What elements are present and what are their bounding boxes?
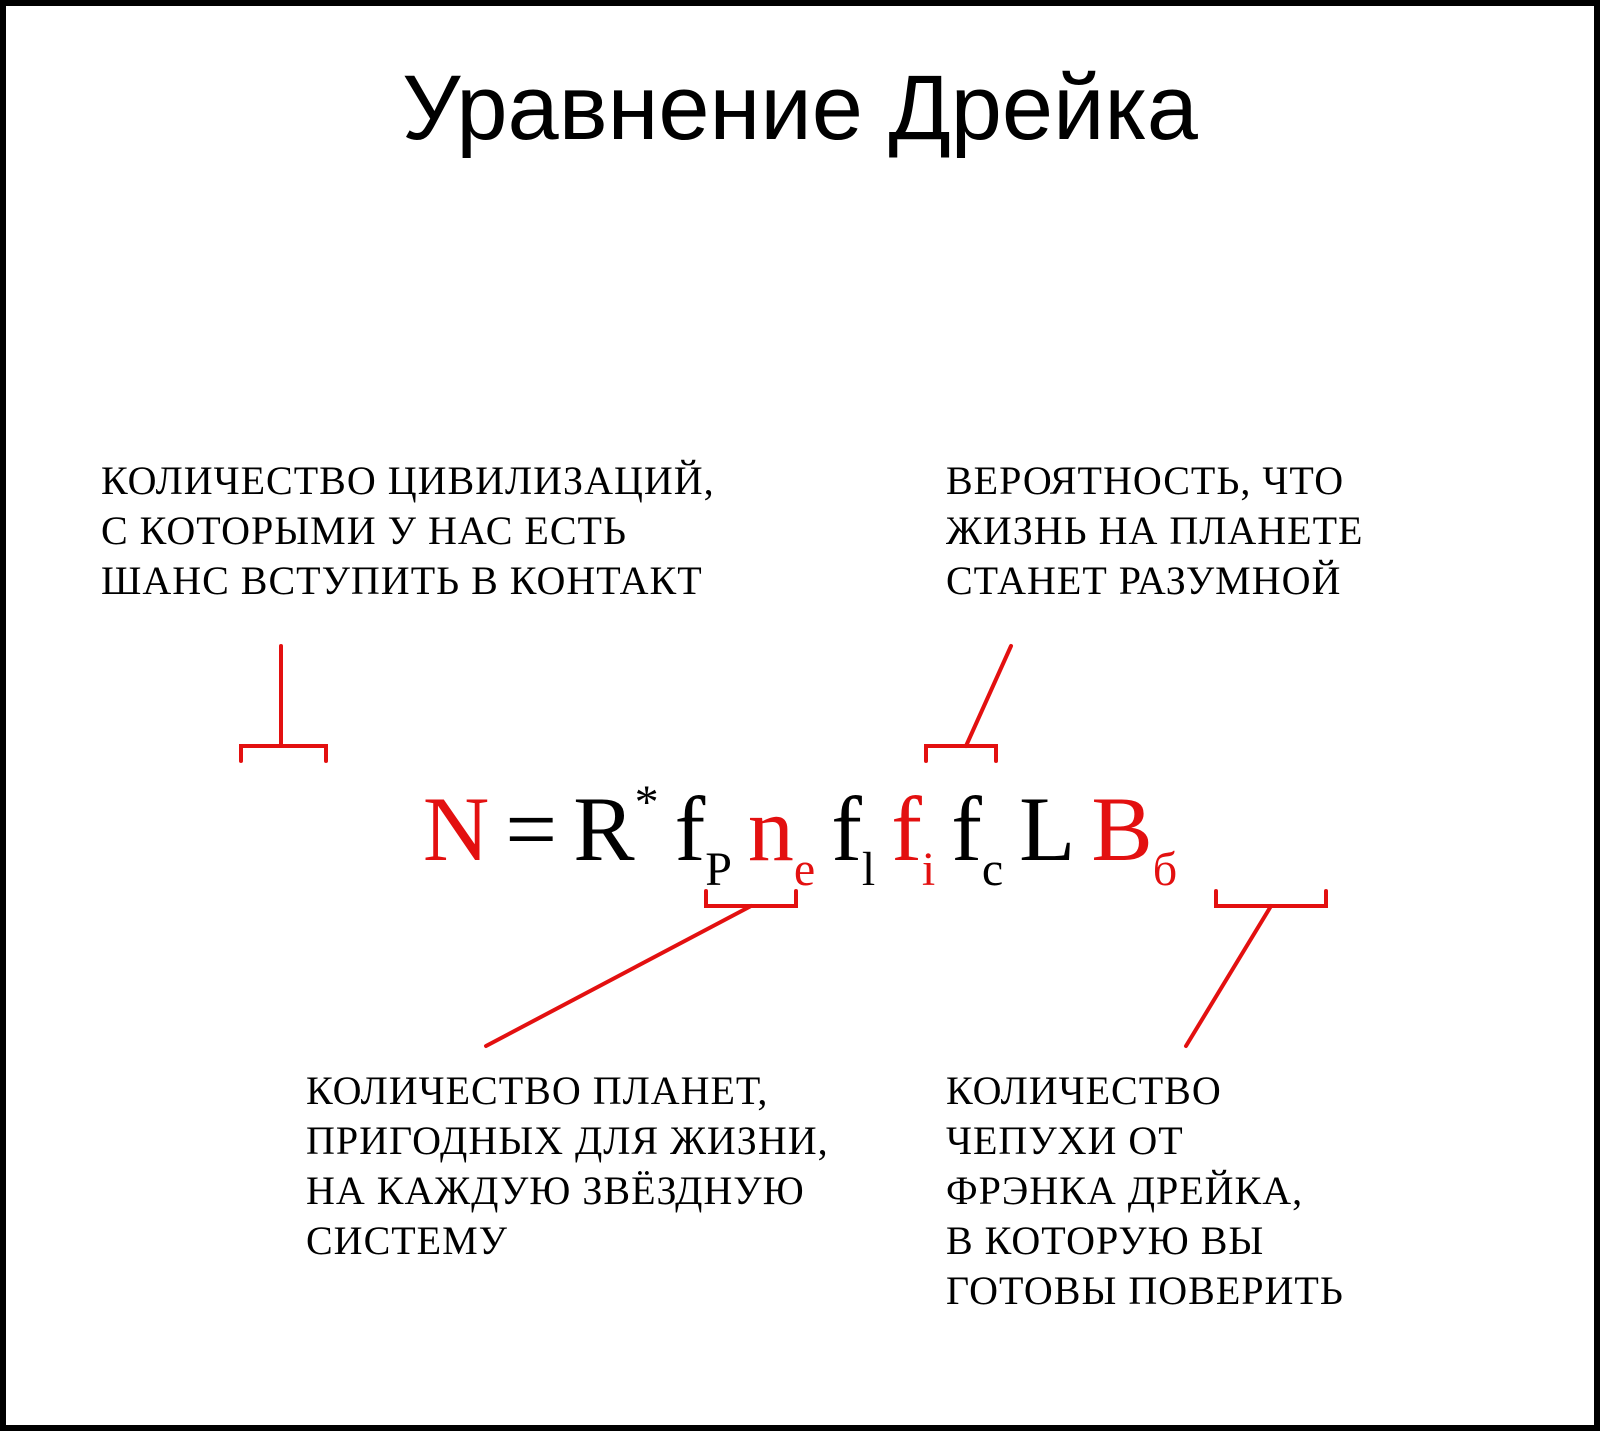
drake-equation: N=R*fPneflfifcLBб bbox=[6, 776, 1594, 891]
diagram-frame: Уравнение Дрейка КОЛИЧЕСТВО ЦИВИЛИЗАЦИЙ,… bbox=[0, 0, 1600, 1431]
equation-term: fl bbox=[831, 776, 875, 891]
equation-term: ne bbox=[748, 776, 815, 891]
equation-term: L bbox=[1019, 776, 1075, 882]
annotation-intelligence: ВЕРОЯТНОСТЬ, ЧТОЖИЗНЬ НА ПЛАНЕТЕСТАНЕТ Р… bbox=[946, 456, 1363, 606]
equation-term: R* bbox=[573, 776, 658, 882]
equation-term: N bbox=[423, 776, 489, 882]
equation-term: fi bbox=[891, 776, 935, 891]
equation-term: = bbox=[505, 776, 557, 882]
annotation-planets: КОЛИЧЕСТВО ПЛАНЕТ,ПРИГОДНЫХ ДЛЯ ЖИЗНИ,НА… bbox=[306, 1066, 829, 1266]
equation-term: Bб bbox=[1091, 776, 1177, 891]
annotation-bullshit: КОЛИЧЕСТВОЧЕПУХИ ОТФРЭНКА ДРЕЙКА,В КОТОР… bbox=[946, 1066, 1344, 1316]
annotation-civilizations: КОЛИЧЕСТВО ЦИВИЛИЗАЦИЙ,С КОТОРЫМИ У НАС … bbox=[101, 456, 715, 606]
diagram-title: Уравнение Дрейка bbox=[6, 56, 1594, 161]
equation-term: fP bbox=[675, 776, 732, 891]
equation-term: fc bbox=[951, 776, 1003, 891]
